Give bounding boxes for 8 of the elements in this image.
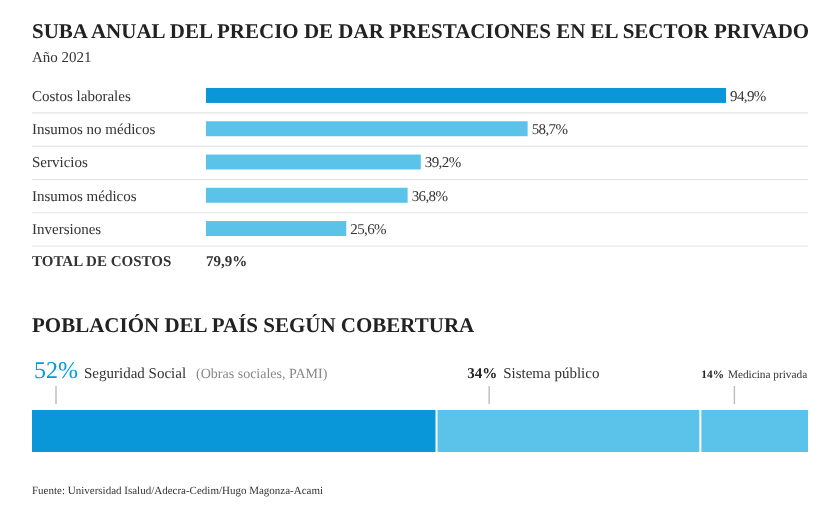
chart-title: POBLACIÓN DEL PAÍS SEGÚN COBERTURA	[32, 312, 476, 338]
bar	[206, 221, 347, 237]
bar	[206, 187, 408, 203]
bar	[206, 154, 421, 170]
bar	[206, 87, 726, 103]
bar	[206, 121, 528, 137]
chart-title: SUBA ANUAL DEL PRECIO DE DAR PRESTACIONES EN EL SECTOR PRIVADO	[32, 22, 810, 44]
data-label: 52%	[34, 356, 78, 384]
